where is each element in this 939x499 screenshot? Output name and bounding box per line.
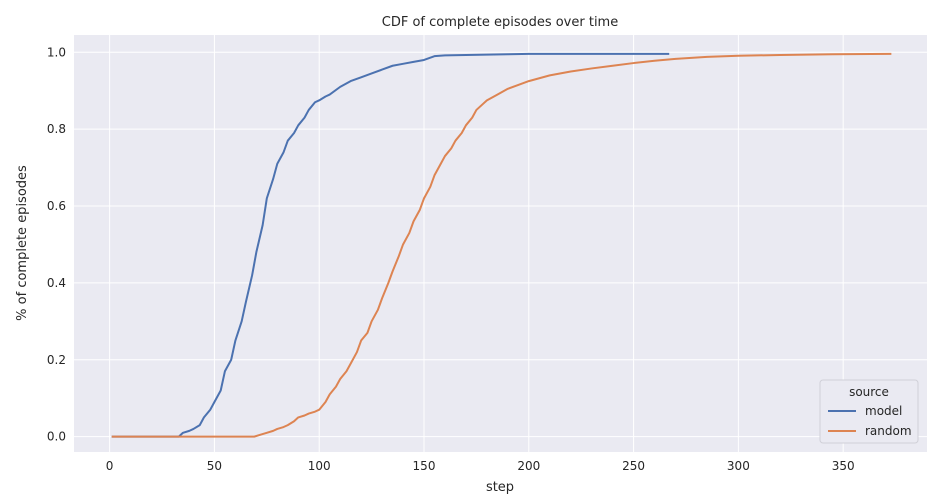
x-tick-label: 350 bbox=[832, 459, 855, 473]
legend-label-model: model bbox=[865, 404, 902, 418]
tick-labels: 0 50 100 150 200 250 300 350 0.0 0.2 0.4 0.6 0.8 1.0 bbox=[47, 45, 855, 473]
series-lines bbox=[111, 52, 892, 438]
x-tick-label: 0 bbox=[106, 459, 114, 473]
x-tick-label: 100 bbox=[308, 459, 331, 473]
y-tick-label: 1.0 bbox=[47, 45, 66, 59]
x-tick-label: 300 bbox=[727, 459, 750, 473]
y-tick-label: 0.0 bbox=[47, 430, 66, 444]
x-tick-label: 50 bbox=[207, 459, 222, 473]
x-tick-label: 200 bbox=[517, 459, 540, 473]
y-tick-label: 0.6 bbox=[47, 199, 66, 213]
x-tick-label: 150 bbox=[413, 459, 436, 473]
x-tick-label: 250 bbox=[622, 459, 645, 473]
series-line-model bbox=[111, 52, 670, 438]
chart-title: CDF of complete episodes over time bbox=[382, 15, 618, 30]
legend-title: source bbox=[849, 385, 889, 399]
y-tick-label: 0.4 bbox=[47, 276, 66, 290]
y-tick-label: 0.8 bbox=[47, 122, 66, 136]
y-axis-label: % of complete episodes bbox=[15, 165, 30, 321]
y-tick-label: 0.2 bbox=[47, 353, 66, 367]
legend-label-random: random bbox=[865, 424, 912, 438]
legend: source model random bbox=[819, 379, 919, 444]
x-axis-label: step bbox=[486, 480, 514, 495]
plot-area bbox=[74, 35, 927, 452]
series-line-random bbox=[111, 52, 892, 438]
legend-box bbox=[819, 379, 919, 444]
